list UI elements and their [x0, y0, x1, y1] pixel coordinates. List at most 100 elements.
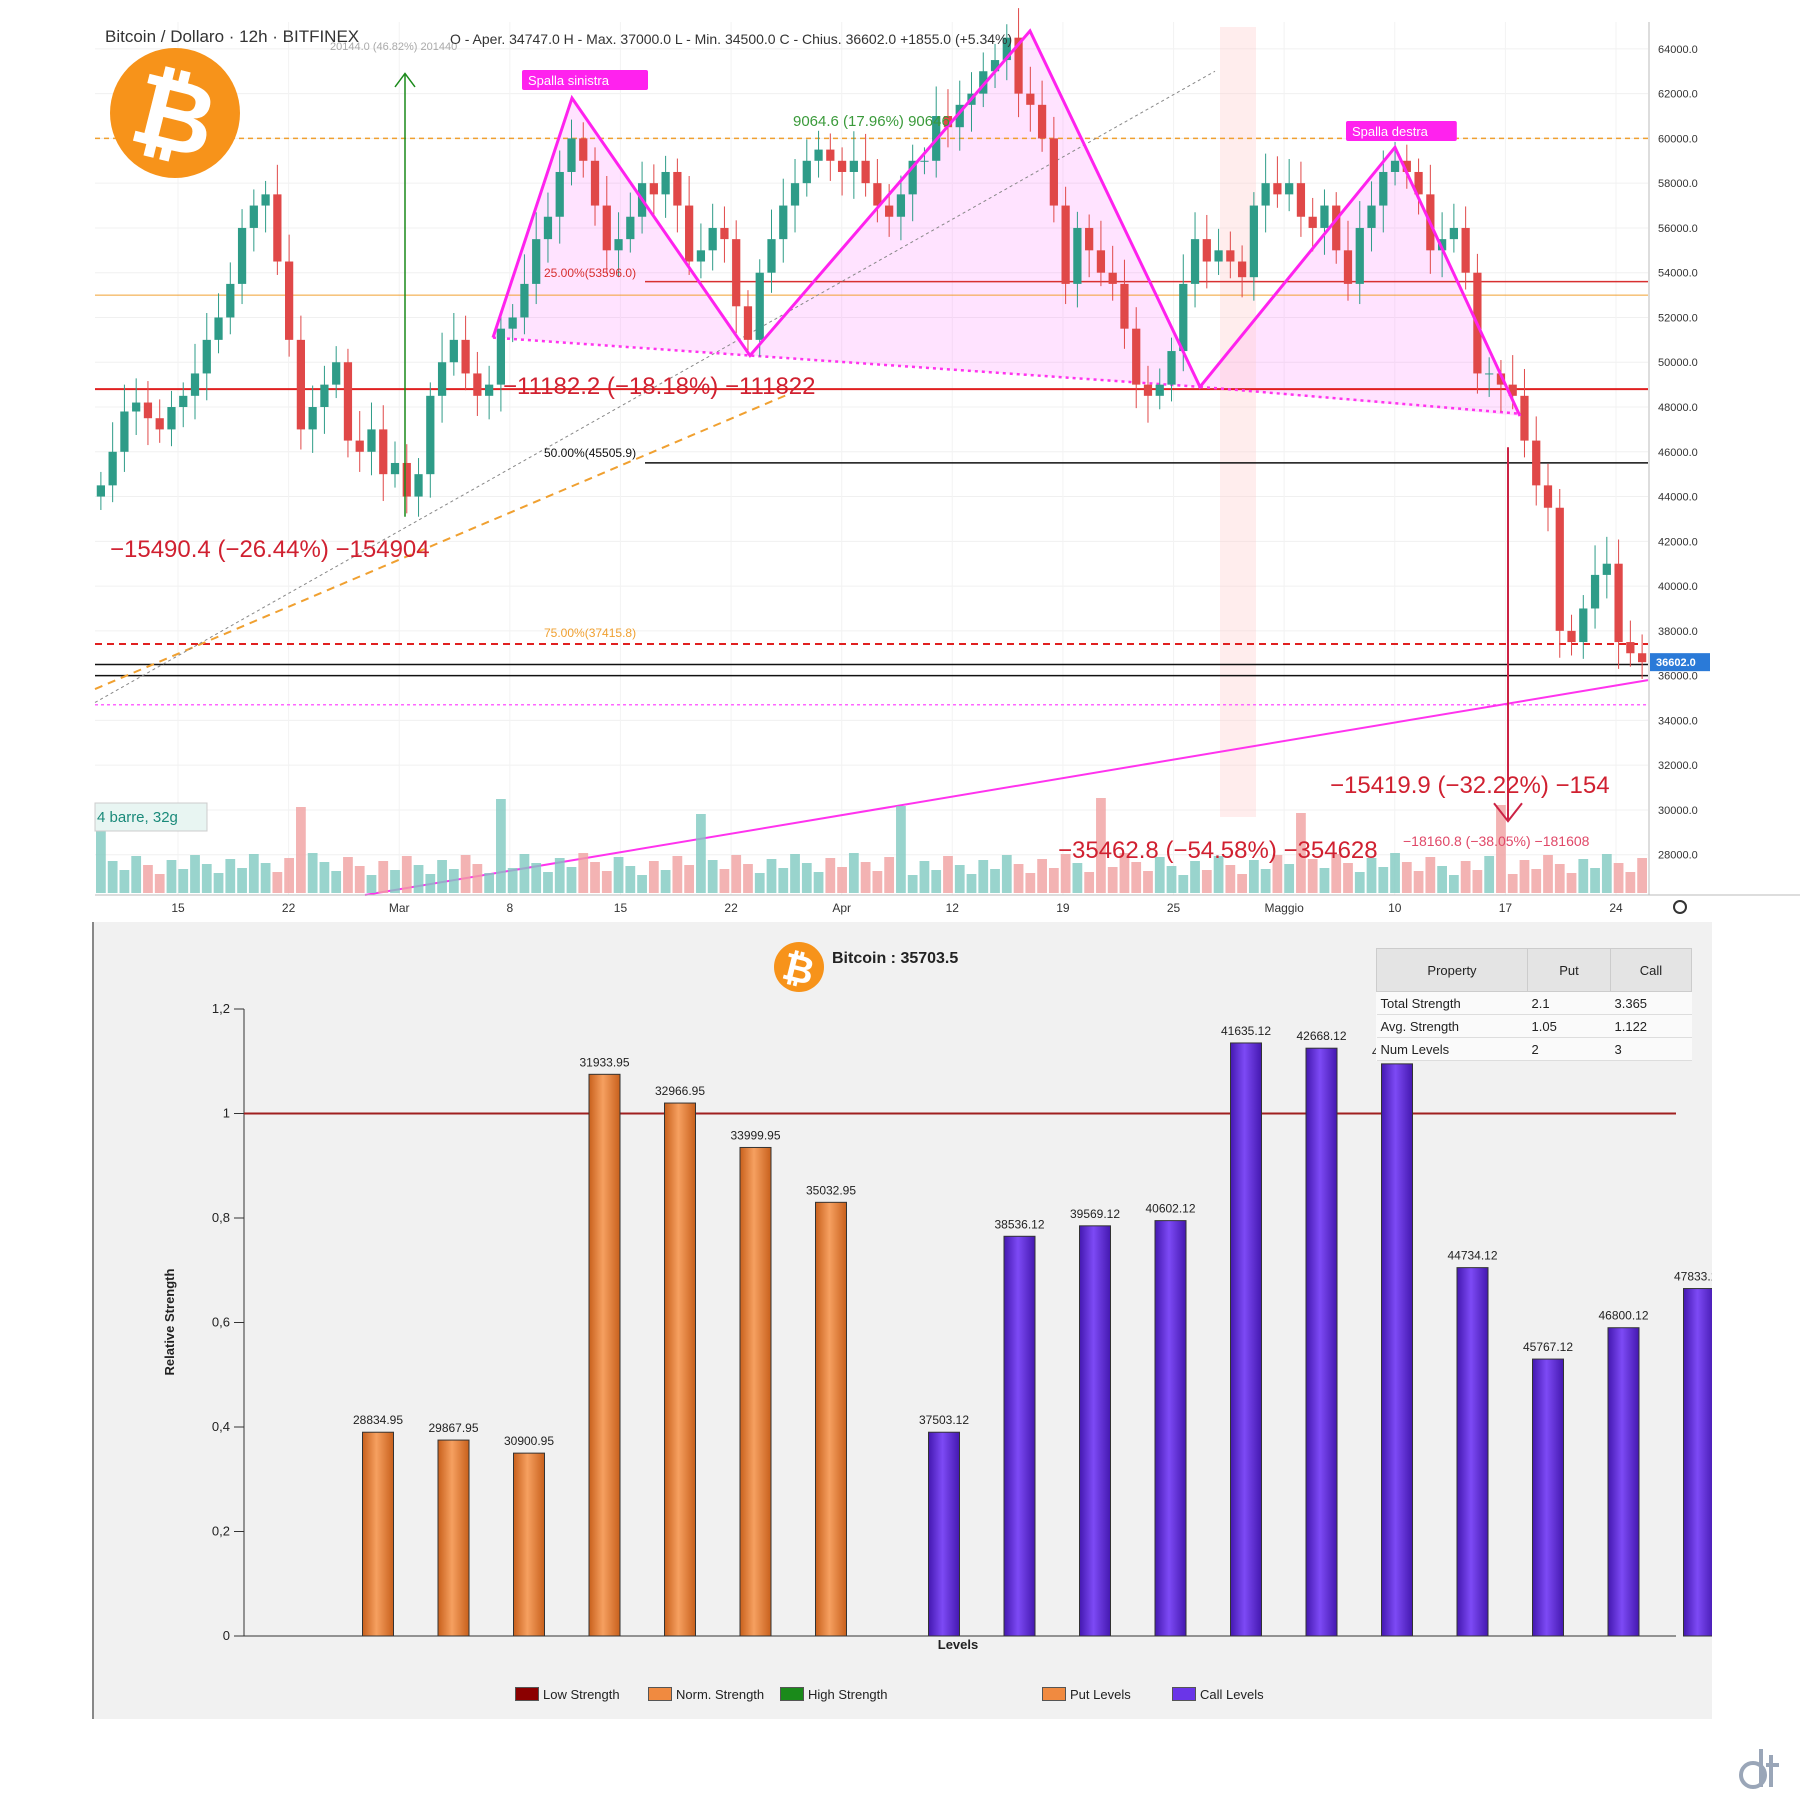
- candle-body: [496, 328, 506, 385]
- candle-body: [673, 171, 682, 206]
- candle-body: [1390, 160, 1400, 172]
- table-cell: 1.122: [1610, 1014, 1692, 1038]
- volume-bar: [343, 857, 353, 893]
- candle-body: [885, 205, 894, 217]
- y-tick-label: 46000.0: [1658, 447, 1698, 459]
- bar-value-label: 42668.12: [1296, 1029, 1346, 1043]
- candle-body: [1332, 205, 1341, 251]
- candle-body: [1414, 171, 1423, 195]
- candle-body: [508, 317, 517, 329]
- volume-bar: [1343, 863, 1353, 893]
- candle-body: [720, 227, 729, 240]
- bar-value-label: 47833.12: [1674, 1270, 1712, 1284]
- y-tick-label: 44000.0: [1658, 492, 1698, 504]
- x-tick-label: Mar: [389, 901, 410, 915]
- volume-bar: [601, 871, 612, 893]
- candle-body: [285, 261, 294, 340]
- legend-swatch: [648, 1687, 672, 1701]
- volume-bar: [531, 863, 542, 893]
- volume-bar: [272, 872, 283, 893]
- volume-bar: [237, 868, 247, 893]
- volume-bar: [1143, 871, 1153, 893]
- x-tick-label: 22: [282, 901, 296, 915]
- chart-symbol-title: Bitcoin / Dollaro · 12h · BITFINEX: [105, 27, 359, 46]
- volume-bar: [1225, 865, 1236, 893]
- plot-area: [95, 22, 1648, 895]
- candle-body: [908, 160, 917, 195]
- x-tick-label: 17: [1499, 901, 1513, 915]
- volume-bar: [1166, 866, 1177, 893]
- candle-body: [1155, 384, 1164, 396]
- candle-body: [332, 362, 341, 385]
- candle-body: [202, 339, 211, 374]
- volume-bar: [731, 855, 742, 893]
- candle-body: [1214, 250, 1223, 262]
- candle-body: [1179, 283, 1188, 352]
- volume-bar: [1284, 864, 1295, 893]
- volume-bar: [1037, 859, 1047, 893]
- candle-body: [449, 339, 458, 363]
- candle-body: [755, 272, 764, 340]
- table-cell: Total Strength: [1376, 991, 1528, 1015]
- volume-bar: [872, 871, 883, 893]
- volume-bar: [484, 873, 495, 893]
- candle-body: [1485, 373, 1494, 375]
- candle-body: [955, 104, 964, 128]
- table-cell: 3.365: [1610, 991, 1692, 1015]
- y-tick-label: 28000.0: [1658, 850, 1698, 862]
- volume-bar: [825, 858, 836, 893]
- table-cell: 3: [1610, 1037, 1692, 1061]
- volume-bar: [754, 873, 765, 893]
- volume-bar: [319, 862, 330, 893]
- volume-bar: [896, 806, 906, 893]
- bars-label: 4 barre, 32g: [97, 809, 178, 826]
- neckline: [1199, 385, 1521, 415]
- candle-body: [143, 402, 153, 419]
- candle-body: [779, 205, 788, 240]
- y-tick-label: 0,4: [212, 1419, 230, 1434]
- candle-body: [402, 462, 411, 497]
- candle-body: [190, 373, 200, 396]
- x-tick-label: 19: [1056, 901, 1070, 915]
- y-tick-label: 54000.0: [1658, 268, 1698, 280]
- y-tick-label: 50000.0: [1658, 357, 1698, 369]
- bitcoin-logo-icon: [774, 942, 824, 992]
- table-cell: Avg. Strength: [1376, 1014, 1528, 1038]
- volume-bar: [1296, 813, 1306, 893]
- y-tick-label: 64000.0: [1658, 44, 1698, 56]
- y-tick-label: 60000.0: [1658, 133, 1698, 145]
- candlestick-chart: 15 22 Mar 8 15 22 Apr 12 19 25 Maggio 10 17 24 64000.0…: [94, 8, 1800, 915]
- y-tick-label: 30000.0: [1658, 805, 1698, 817]
- bar-value-label: 35032.95: [806, 1183, 856, 1197]
- volume-bar: [1590, 868, 1600, 893]
- candle-body: [237, 227, 247, 284]
- left-shoulder-label: Spalla sinistra: [528, 73, 610, 88]
- y-axis-title: Relative Strength: [162, 1268, 177, 1375]
- candle-body: [120, 411, 129, 452]
- measure-label: −11182.2 (−18.18%) −111822: [503, 373, 815, 400]
- strength-bar: [1079, 1225, 1111, 1637]
- candle-body: [873, 183, 882, 206]
- right-shoulder-label: Spalla destra: [1352, 124, 1429, 139]
- volume-bar: [248, 854, 259, 893]
- volume-bar: [1001, 855, 1012, 893]
- pattern-shade: [750, 30, 1200, 387]
- bar-value-label: 28834.95: [353, 1413, 403, 1427]
- volume-bar: [201, 864, 212, 893]
- volume-bar: [143, 865, 153, 893]
- volume-bar: [331, 871, 342, 893]
- strength-bar: [588, 1073, 621, 1637]
- y-tick-label: 62000.0: [1658, 89, 1698, 101]
- volume-bar: [566, 867, 577, 893]
- candle-body: [1308, 216, 1317, 228]
- legend-norm-strength: Norm. Strength: [648, 1686, 764, 1702]
- legend-label: High Strength: [808, 1686, 888, 1702]
- candle-body: [1614, 563, 1623, 643]
- y-tick-label: 42000.0: [1658, 536, 1698, 548]
- volume-bar: [1566, 873, 1577, 893]
- volume-bar: [1013, 864, 1024, 893]
- bar-value-label: 40602.12: [1145, 1202, 1195, 1216]
- candle-body: [802, 160, 811, 184]
- candle-body: [1096, 250, 1106, 273]
- volume-bar: [1331, 854, 1342, 893]
